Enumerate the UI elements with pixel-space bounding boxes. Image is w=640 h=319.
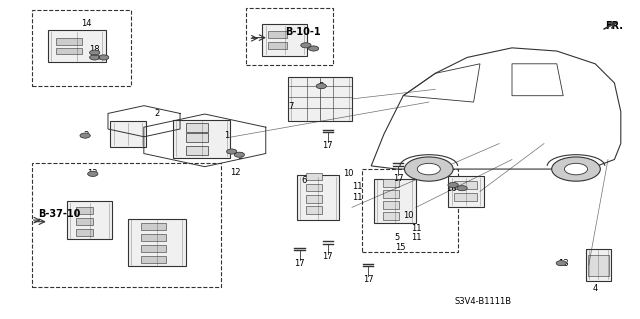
Bar [454,181,477,189]
Bar [383,212,399,220]
Bar [56,38,82,45]
FancyBboxPatch shape [128,219,186,266]
Text: 17: 17 [323,141,333,150]
Text: 15: 15 [396,243,406,252]
Text: 17: 17 [323,252,333,261]
FancyBboxPatch shape [48,30,106,62]
Text: 16: 16 [446,184,456,193]
Text: 4: 4 [593,284,598,293]
Text: 12: 12 [230,168,241,177]
Bar [76,229,93,236]
Circle shape [88,171,98,176]
Circle shape [99,55,109,60]
Text: 3: 3 [84,131,89,140]
Text: 11: 11 [411,233,421,242]
Text: 17: 17 [363,275,373,284]
Text: 7: 7 [289,102,294,111]
Text: 13: 13 [558,259,568,268]
Bar [306,206,322,214]
Text: 11: 11 [411,224,421,233]
Circle shape [448,182,458,188]
FancyBboxPatch shape [67,201,112,239]
Bar [588,255,609,276]
Text: B-10-1: B-10-1 [285,27,321,37]
FancyBboxPatch shape [288,77,352,121]
Bar [268,42,287,49]
Text: 10: 10 [344,169,354,178]
Bar [76,207,93,214]
FancyBboxPatch shape [111,121,146,147]
FancyBboxPatch shape [374,179,416,223]
Circle shape [90,55,100,60]
Bar [383,179,399,187]
Bar [186,123,208,132]
Bar [141,256,166,263]
Bar [56,48,82,54]
Bar [383,201,399,209]
Text: 8: 8 [319,82,324,91]
Text: S3V4-B1111B: S3V4-B1111B [454,297,511,306]
Bar [306,173,322,180]
Bar [186,146,208,155]
Bar [454,193,477,201]
Text: FR.: FR. [605,20,623,31]
Text: 17: 17 [393,174,403,183]
FancyBboxPatch shape [448,176,484,207]
Text: 1: 1 [225,131,230,140]
FancyBboxPatch shape [262,24,307,56]
Circle shape [556,261,566,266]
Bar [76,218,93,225]
Bar [141,234,166,241]
Circle shape [80,133,90,138]
Bar [186,133,208,142]
Text: 12: 12 [88,169,98,178]
Circle shape [308,46,319,51]
Text: 10: 10 [403,211,413,220]
Text: 5: 5 [394,233,399,242]
Bar [383,190,399,198]
Text: 11: 11 [352,182,362,191]
Text: 2: 2 [154,109,159,118]
FancyBboxPatch shape [173,120,230,158]
Bar [306,195,322,203]
Text: 17: 17 [294,259,305,268]
Bar [268,31,287,38]
FancyBboxPatch shape [298,175,339,220]
Circle shape [457,186,467,191]
Circle shape [316,84,326,89]
Text: 9: 9 [237,152,243,161]
Circle shape [404,157,453,181]
Text: 18: 18 [90,45,100,54]
Text: 14: 14 [81,19,92,28]
Bar [306,184,322,191]
FancyBboxPatch shape [586,249,611,281]
Bar [141,245,166,252]
Circle shape [417,163,440,175]
Circle shape [301,43,311,48]
Text: B-37-10: B-37-10 [38,209,81,219]
Bar [141,223,166,230]
Text: 11: 11 [352,193,362,202]
Text: 6: 6 [301,176,307,185]
Circle shape [90,50,100,55]
Circle shape [234,152,244,157]
Circle shape [227,149,237,154]
Circle shape [564,163,588,175]
Circle shape [552,157,600,181]
